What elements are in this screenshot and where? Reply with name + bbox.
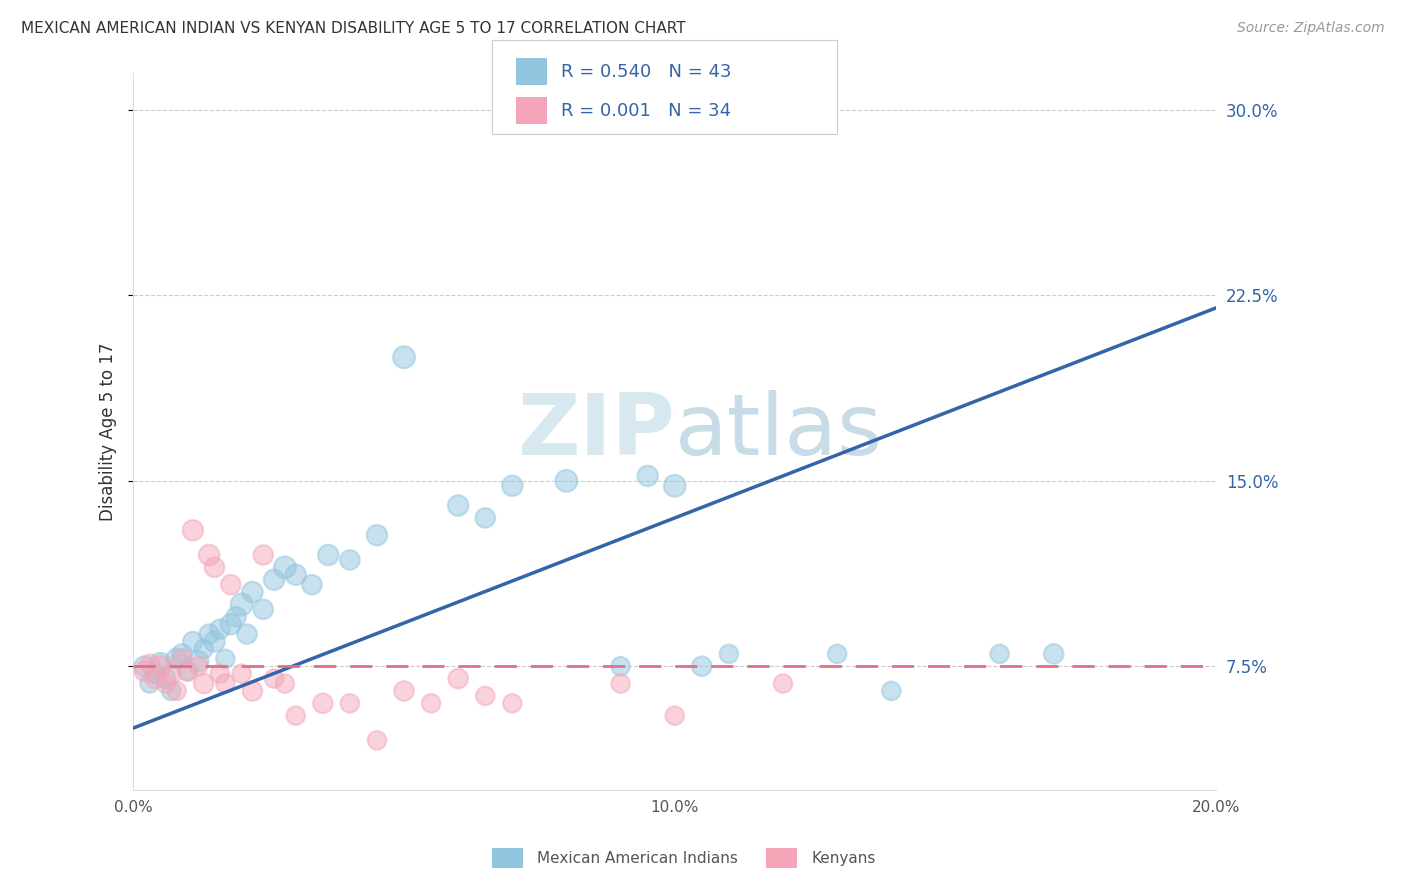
Point [170, 647, 193, 661]
Point [166, 684, 188, 698]
Point [474, 689, 496, 703]
Point [274, 676, 297, 690]
Point [208, 666, 231, 681]
Point [214, 652, 236, 666]
Text: ZIP: ZIP [517, 390, 675, 473]
Point [236, 627, 259, 641]
Point [242, 585, 264, 599]
Point [198, 627, 221, 641]
Point [149, 657, 172, 671]
Point [501, 696, 523, 710]
Point [219, 617, 242, 632]
Y-axis label: Disability Age 5 to 17: Disability Age 5 to 17 [100, 343, 117, 521]
Point [143, 672, 166, 686]
Point [366, 528, 388, 542]
Point [252, 602, 274, 616]
Point [717, 647, 740, 661]
Point [176, 664, 198, 678]
Point [284, 708, 307, 723]
Point [198, 548, 221, 562]
Point [187, 659, 209, 673]
Text: R = 0.540   N = 43: R = 0.540 N = 43 [561, 62, 731, 80]
Point [143, 666, 166, 681]
Text: atlas: atlas [675, 390, 883, 473]
Point [474, 511, 496, 525]
Point [242, 684, 264, 698]
Point [155, 672, 177, 686]
Point [637, 469, 659, 483]
Point [204, 560, 226, 574]
Point [149, 659, 172, 673]
Point [138, 657, 160, 671]
Point [420, 696, 443, 710]
Text: Kenyans: Kenyans [811, 851, 876, 865]
Point [181, 634, 204, 648]
Point [155, 676, 177, 690]
Point [176, 664, 198, 678]
Point [664, 708, 686, 723]
Point [204, 634, 226, 648]
Text: Mexican American Indians: Mexican American Indians [537, 851, 738, 865]
Point [219, 577, 242, 591]
Point [339, 553, 361, 567]
Point [555, 474, 578, 488]
Point [284, 567, 307, 582]
Point [301, 577, 323, 591]
Point [187, 654, 209, 668]
Text: Source: ZipAtlas.com: Source: ZipAtlas.com [1237, 21, 1385, 35]
Point [160, 666, 183, 681]
Point [170, 652, 193, 666]
Point [166, 652, 188, 666]
Point [134, 664, 156, 678]
Point [988, 647, 1011, 661]
Point [609, 676, 631, 690]
Point [274, 560, 297, 574]
Text: MEXICAN AMERICAN INDIAN VS KENYAN DISABILITY AGE 5 TO 17 CORRELATION CHART: MEXICAN AMERICAN INDIAN VS KENYAN DISABI… [21, 21, 686, 36]
Point [339, 696, 361, 710]
Point [664, 479, 686, 493]
Point [501, 479, 523, 493]
Point [225, 609, 247, 624]
Text: R = 0.001   N = 34: R = 0.001 N = 34 [561, 102, 731, 120]
Point [252, 548, 274, 562]
Point [181, 523, 204, 537]
Point [316, 548, 339, 562]
Point [263, 672, 285, 686]
Point [231, 666, 253, 681]
Point [447, 499, 470, 513]
Point [208, 622, 231, 636]
Point [690, 659, 713, 673]
Point [366, 733, 388, 747]
Point [609, 659, 631, 673]
Point [772, 676, 794, 690]
Point [880, 684, 903, 698]
Point [138, 676, 160, 690]
Point [231, 598, 253, 612]
Point [392, 684, 415, 698]
Point [447, 672, 470, 686]
Point [134, 659, 156, 673]
Point [193, 676, 215, 690]
Point [263, 573, 285, 587]
Point [1042, 647, 1064, 661]
Point [825, 647, 848, 661]
Point [193, 642, 215, 657]
Point [312, 696, 335, 710]
Point [214, 676, 236, 690]
Point [392, 351, 415, 365]
Point [160, 684, 183, 698]
